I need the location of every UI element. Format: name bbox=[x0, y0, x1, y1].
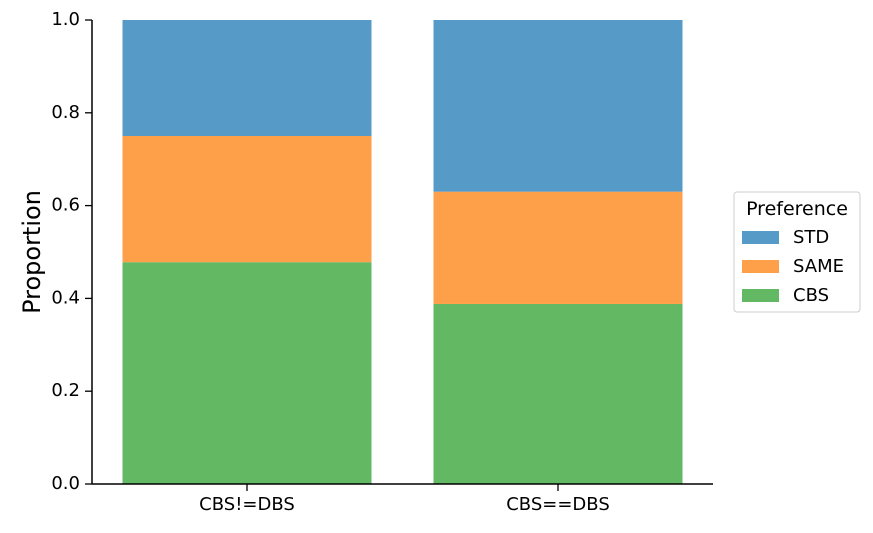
legend-title: Preference bbox=[746, 198, 848, 220]
y-tick-label: 0.0 bbox=[51, 473, 80, 494]
legend-swatch-std bbox=[742, 231, 779, 244]
bars-group bbox=[122, 20, 683, 484]
legend-items: STD SAME CBS bbox=[742, 227, 844, 306]
x-tick-label: CBS!=DBS bbox=[199, 494, 295, 515]
legend-frame bbox=[733, 191, 861, 313]
y-tick-label: 0.6 bbox=[51, 195, 80, 216]
bar-cbs-1 bbox=[122, 262, 372, 484]
y-tick-label: 0.2 bbox=[51, 380, 80, 401]
legend-label-std: STD bbox=[793, 227, 829, 248]
bar-same-2 bbox=[433, 191, 683, 304]
legend: Preference STD SAME CBS bbox=[733, 191, 861, 313]
bar-std-1 bbox=[122, 20, 372, 136]
y-axis-title: Proportion bbox=[18, 190, 46, 314]
x-tick-label: CBS==DBS bbox=[506, 494, 610, 515]
legend-label-same: SAME bbox=[793, 256, 844, 277]
legend-swatch-cbs bbox=[742, 289, 779, 302]
y-tick-label: 1.0 bbox=[51, 9, 80, 30]
bar-std-2 bbox=[433, 20, 683, 192]
y-tick-label: 0.4 bbox=[51, 287, 80, 308]
y-tick-label: 0.8 bbox=[51, 102, 80, 123]
y-ticks-group: 0.0 0.2 0.4 0.6 0.8 1.0 bbox=[51, 9, 92, 494]
x-ticks-group: CBS!=DBS CBS==DBS bbox=[199, 484, 610, 515]
legend-label-cbs: CBS bbox=[793, 285, 829, 306]
axes-group bbox=[91, 20, 713, 485]
legend-swatch-same bbox=[742, 260, 779, 273]
bar-cbs-2 bbox=[433, 303, 683, 484]
bar-same-1 bbox=[122, 136, 372, 263]
